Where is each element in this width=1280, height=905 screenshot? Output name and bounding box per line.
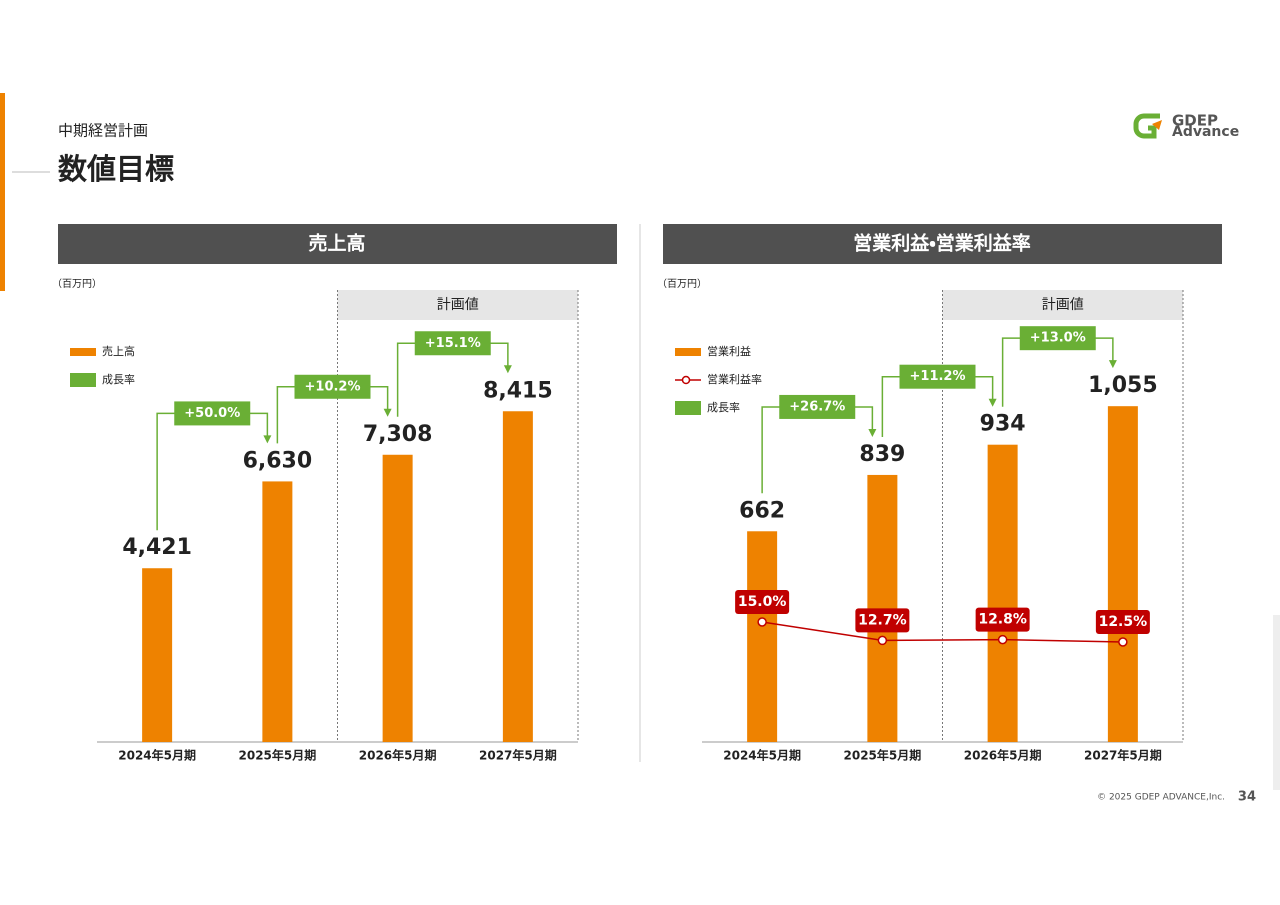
legend-swatch xyxy=(675,401,701,415)
logo-text: GDEP xyxy=(1172,112,1218,130)
unit-label: （百万円） xyxy=(657,278,707,290)
growth-arrowhead xyxy=(383,408,392,417)
panel-header xyxy=(58,224,617,264)
logo-arrow xyxy=(1152,120,1162,130)
value-label-box xyxy=(855,608,910,633)
chart-title: 営業利益・営業利益率 xyxy=(853,232,1030,255)
growth-arrowhead xyxy=(503,365,512,374)
x-tick-label: 2026年5月期 xyxy=(359,748,437,763)
line-point xyxy=(877,635,888,646)
value-label: 12.5% xyxy=(1099,614,1148,630)
x-tick-label: 2025年5月期 xyxy=(844,748,922,763)
plan-header xyxy=(942,290,1183,320)
value-label: 934 xyxy=(980,412,1026,437)
line xyxy=(762,621,1123,643)
plan-header xyxy=(337,290,578,320)
plan-label: 計画値 xyxy=(437,297,479,313)
legend-swatch xyxy=(675,348,701,356)
chart-title: 売上高 xyxy=(308,232,365,255)
legend-swatch xyxy=(70,373,96,387)
value-label: 662 xyxy=(739,498,785,523)
value-label-box xyxy=(975,607,1030,632)
x-tick-label: 2025年5月期 xyxy=(239,748,317,763)
legend-label: 営業利益率 xyxy=(707,372,762,386)
page-title: 数値目標 xyxy=(58,152,174,186)
growth-arrowhead xyxy=(868,428,877,437)
growth-label: +15.1% xyxy=(425,336,481,351)
value-label-box xyxy=(1095,610,1150,634)
accent-bar xyxy=(0,93,5,291)
bar xyxy=(1107,406,1138,742)
growth-box xyxy=(899,364,976,389)
logo-mark xyxy=(1133,113,1160,139)
legend-swatch xyxy=(681,375,691,385)
logo-text: Advance xyxy=(1172,124,1239,140)
growth-box xyxy=(174,401,251,426)
growth-arrowhead xyxy=(988,398,997,407)
value-label: 12.8% xyxy=(978,612,1027,628)
value-label: 4,421 xyxy=(122,535,192,560)
bar xyxy=(262,481,293,742)
value-label: 7,308 xyxy=(363,422,433,447)
x-tick-label: 2024年5月期 xyxy=(118,748,196,763)
plan-label: 計画値 xyxy=(1042,297,1084,313)
growth-box xyxy=(414,331,491,356)
value-label: 839 xyxy=(859,442,905,467)
x-tick-label: 2026年5月期 xyxy=(964,748,1042,763)
x-tick-label: 2027年5月期 xyxy=(479,748,557,763)
section-label: 中期経営計画 xyxy=(58,122,148,140)
page-number: 34 xyxy=(1238,790,1256,805)
x-tick-label: 2027年5月期 xyxy=(1084,748,1162,763)
line-point xyxy=(997,634,1008,645)
x-tick-label: 2024年5月期 xyxy=(723,748,801,763)
legend-label: 成長率 xyxy=(707,401,740,414)
value-label: 15.0% xyxy=(738,594,787,610)
legend-label: 売上高 xyxy=(102,344,135,358)
logo: GDEP Advance xyxy=(1133,112,1239,140)
growth-box xyxy=(779,394,856,419)
growth-arrowhead xyxy=(263,435,272,444)
growth-label: +13.0% xyxy=(1030,331,1086,346)
unit-label: （百万円） xyxy=(52,278,102,290)
growth-label: +10.2% xyxy=(305,379,361,394)
value-label-box xyxy=(735,590,790,614)
line-point xyxy=(757,617,767,627)
bar xyxy=(987,444,1018,742)
growth-box xyxy=(294,374,371,399)
legend-label: 成長率 xyxy=(102,373,135,386)
line-point xyxy=(1118,637,1128,647)
copyright: © 2025 GDEP ADVANCE,Inc. xyxy=(1097,793,1225,803)
value-label: 6,630 xyxy=(243,448,313,473)
bar xyxy=(747,531,778,742)
bar xyxy=(382,454,413,742)
growth-connector xyxy=(761,406,874,494)
legend-label: 営業利益 xyxy=(707,344,751,358)
value-label: 8,415 xyxy=(483,378,553,403)
growth-label: +26.7% xyxy=(789,399,845,414)
value-label: 1,055 xyxy=(1088,373,1158,398)
value-label: 12.7% xyxy=(858,612,907,628)
growth-label: +11.2% xyxy=(910,369,966,384)
panel-header xyxy=(663,224,1222,264)
side-tab xyxy=(1273,615,1280,790)
bar xyxy=(502,411,533,742)
growth-box xyxy=(1019,326,1096,351)
bar xyxy=(142,568,173,742)
growth-arrowhead xyxy=(1108,360,1117,369)
growth-label: +50.0% xyxy=(184,406,240,421)
legend-swatch xyxy=(70,348,96,356)
